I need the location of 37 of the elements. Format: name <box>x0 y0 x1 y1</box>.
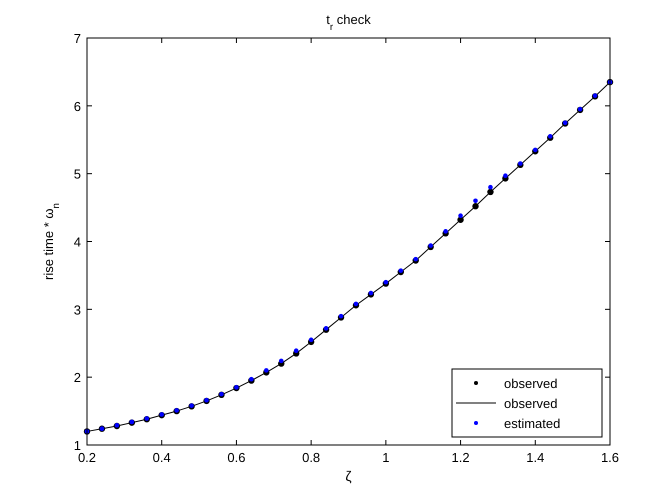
y-tick-label: 7 <box>74 31 81 46</box>
chart-title: t$_{r}$ check <box>326 12 372 32</box>
point <box>384 280 388 284</box>
point <box>518 161 523 166</box>
point <box>473 198 478 204</box>
x-tick-label: 0.8 <box>302 450 320 465</box>
y-tick-label: 5 <box>74 166 81 182</box>
point <box>413 256 418 262</box>
point <box>428 243 433 248</box>
y-tick-label: 2 <box>74 370 81 386</box>
y-tick-label: 1 <box>74 438 81 453</box>
point <box>398 268 404 273</box>
point <box>443 229 448 234</box>
x-tick-label: 1 <box>382 450 390 465</box>
legend-label: estimated <box>504 416 560 431</box>
point <box>503 173 508 178</box>
x-tick-label: 1.4 <box>526 450 544 465</box>
point <box>368 290 374 296</box>
point <box>249 376 254 382</box>
point <box>278 358 284 364</box>
point <box>294 348 298 354</box>
x-tick-label: 0.2 <box>78 450 96 465</box>
point <box>338 314 344 318</box>
point <box>458 213 463 218</box>
y-tick-label: 3 <box>74 302 81 318</box>
point <box>264 368 269 373</box>
x-axis-title: ζ <box>345 468 352 484</box>
x-tick-label: 0.4 <box>152 450 171 465</box>
point <box>308 338 314 342</box>
legend-label: observed <box>504 396 558 411</box>
y-tick-label: 6 <box>74 98 81 114</box>
x-tick-label: 1.6 <box>600 450 620 465</box>
y-tick-label: 4 <box>74 234 81 250</box>
x-tick-label: 0.6 <box>227 450 246 465</box>
point <box>488 184 493 190</box>
legend-label: observed <box>504 376 558 391</box>
x-tick-label: 1.2 <box>452 450 470 465</box>
